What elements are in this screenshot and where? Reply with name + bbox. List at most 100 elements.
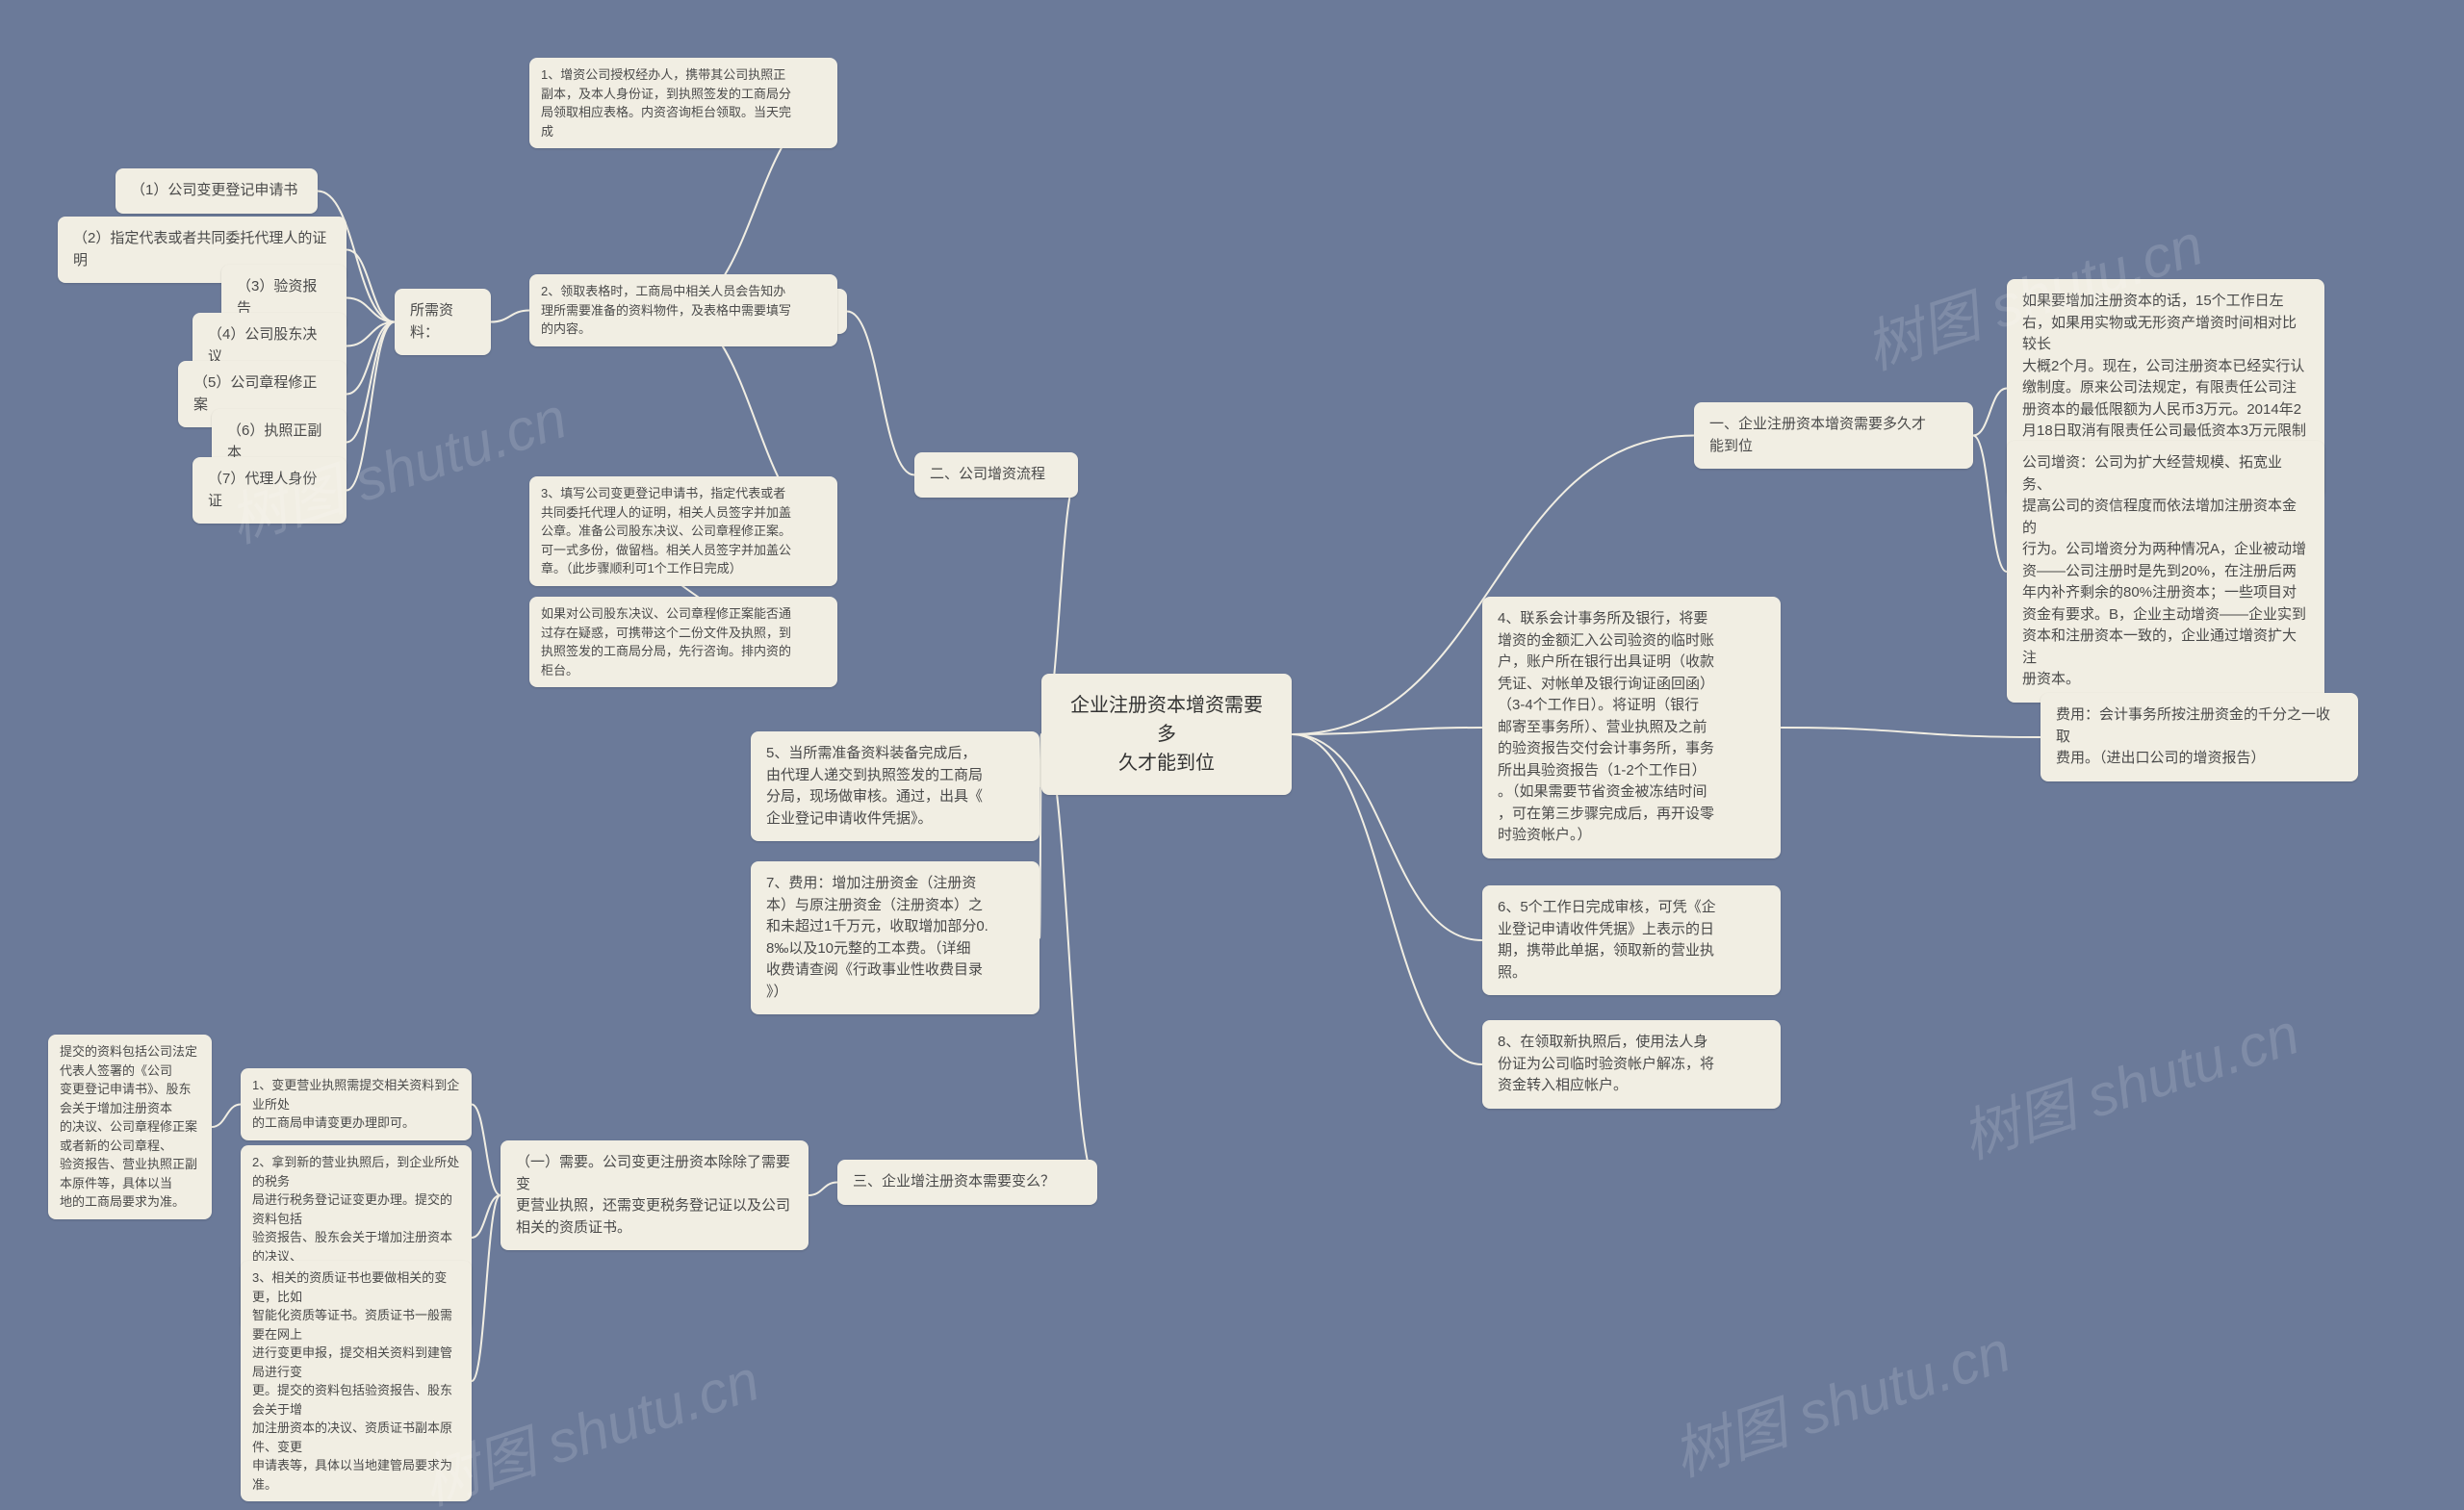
node-text: 户，账户所在银行出具证明（收款 (1498, 653, 1714, 670)
node-r1: 一、企业注册资本增资需要多久才能到位 (1694, 402, 1973, 469)
node-text: 提高公司的资信程度而依法增加注册资本金的 (2022, 498, 2297, 536)
node-text: 过存在疑惑，可携带这个二份文件及执照，到 (541, 626, 791, 640)
node-text: 年内补齐剩余的80%注册资本；一些项目对 (2022, 584, 2297, 601)
edge (472, 1105, 500, 1196)
node-text: 资金转入相应帐户。 (1498, 1077, 1628, 1093)
node-text: 提交的资料包括公司法定代表人签署的《公司 (60, 1044, 197, 1078)
node-text: 所出具验资报告（1-2个工作日） (1498, 762, 1707, 779)
node-text: 照。 (1498, 964, 1527, 981)
node-text: 企业登记申请收件凭据》。 (766, 810, 933, 827)
node-text: 行为。公司增资分为两种情况A，企业被动增 (2022, 541, 2306, 557)
node-text: 理所需要准备的资料物件，及表格中需要填写 (541, 303, 791, 318)
node-text: 8‰以及10元整的工本费。（详细 (766, 940, 971, 957)
node-b3a3: 3、相关的资质证书也要做相关的变更，比如智能化资质等证书。资质证书一般需要在网上… (241, 1261, 472, 1501)
watermark: 树图 shutu.cn (1660, 1305, 2019, 1493)
node-text: 资——公司注册时是先到20%，在注册后两 (2022, 563, 2297, 579)
node-b2a3: 3、填写公司变更登记申请书，指定代表或者共同委托代理人的证明，相关人员签字并加盖… (529, 476, 837, 586)
node-text: （一）需要。公司变更注册资本除除了需要变 (516, 1154, 790, 1192)
node-text: 由代理人递交到执照签发的工商局 (766, 767, 983, 783)
node-text: 执照签发的工商局分局，先行咨询。排内资的 (541, 644, 791, 658)
node-text: 进行变更申报，提交相关资料到建管局进行变 (252, 1345, 452, 1379)
node-text: 智能化资质等证书。资质证书一般需要在网上 (252, 1308, 452, 1342)
node-text: 费用：会计事务所按注册资金的千分之一收取 (2056, 706, 2330, 745)
node-text: 缴制度。原来公司法规定，有限责任公司注 (2022, 379, 2297, 396)
node-text: 加注册资本的决议、资质证书副本原件、变更 (252, 1420, 452, 1454)
node-text: （4）公司股东决议 (208, 326, 317, 365)
node-text: 1、增资公司授权经办人，携带其公司执照正 (541, 67, 785, 82)
node-text: 册资本。 (2022, 671, 2080, 687)
node-text: 的内容。 (541, 321, 591, 336)
edge (1292, 734, 1482, 940)
node-text: 企业注册资本增资需要多 (1070, 695, 1263, 745)
node-text: 的工商局申请变更办理即可。 (252, 1115, 415, 1130)
node-text: 2、领取表格时，工商局中相关人员会告知办 (541, 284, 785, 298)
node-text: 3、相关的资质证书也要做相关的变更，比如 (252, 1270, 447, 1304)
node-text: 份证为公司临时验资帐户解冻，将 (1498, 1056, 1714, 1072)
node-text: 副本，及本人身份证，到执照签发的工商局分 (541, 87, 791, 101)
node-text: 验资报告、营业执照正副本原件等，具体以当 (60, 1157, 197, 1190)
node-text: （3-4个工作日）。将证明（银行 (1498, 697, 1699, 713)
node-text: （3）验资报告 (237, 278, 317, 317)
edge (346, 322, 395, 491)
node-r4a: 费用：会计事务所按注册资金的千分之一收取费用。（进出口公司的增资报告） (2040, 693, 2358, 781)
node-r1b: 公司增资：公司为扩大经营规模、拓宽业务、提高公司的资信程度而依法增加注册资本金的… (2007, 441, 2324, 703)
node-text: 柜台。 (541, 663, 578, 678)
edge (1973, 436, 2007, 573)
node-text: 的验资报告交付会计事务所，事务 (1498, 740, 1714, 756)
node-text: 月18日取消有限责任公司最低资本3万元限制 (2022, 422, 2306, 439)
node-text: 可一式多份，做留档。相关人员签字并加盖公 (541, 543, 791, 557)
node-b3a: （一）需要。公司变更注册资本除除了需要变更营业执照，还需变更税务登记证以及公司相… (500, 1140, 808, 1250)
node-text: 变更登记申请书》、股东会关于增加注册资本 (60, 1082, 192, 1115)
node-text: 公章。准备公司股东决议、公司章程修正案。 (541, 524, 791, 538)
node-text: 验资报告、股东会关于增加注册资本的决议、 (252, 1230, 452, 1264)
node-text: 公司增资：公司为扩大经营规模、拓宽业务、 (2022, 454, 2282, 493)
node-text: 和未超过1千万元，收取增加部分0. (766, 918, 988, 934)
node-b2a1: 1、增资公司授权经办人，携带其公司执照正副本，及本人身份证，到执照签发的工商局分… (529, 58, 837, 148)
node-text: 。（如果需要节省资金被冻结时间 (1498, 783, 1707, 800)
node-m7: （7）代理人身份证 (192, 457, 346, 524)
edge (808, 1183, 837, 1196)
node-b3a1a: 提交的资料包括公司法定代表人签署的《公司变更登记申请书》、股东会关于增加注册资本… (48, 1035, 212, 1219)
node-text: 能到位 (1709, 438, 1753, 454)
node-text: （2）指定代表或者共同委托代理人的证明 (73, 230, 326, 269)
node-text: 凭证、对帐单及银行询证函回函） (1498, 676, 1714, 692)
node-text: （5）公司章程修正案 (193, 374, 317, 413)
node-b2a3a: 如果对公司股东决议、公司章程修正案能否通过存在疑惑，可携带这个二份文件及执照，到… (529, 597, 837, 687)
node-text: 增资的金额汇入公司验资的临时账 (1498, 632, 1714, 649)
node-b3a1: 1、变更营业执照需提交相关资料到企业所处的工商局申请变更办理即可。 (241, 1068, 472, 1140)
watermark: 树图 shutu.cn (1949, 987, 2308, 1175)
node-text: 1、变更营业执照需提交相关资料到企业所处 (252, 1078, 459, 1112)
node-text: 二、公司增资流程 (930, 466, 1045, 482)
node-text: 地的工商局要求为准。 (60, 1194, 185, 1209)
node-text: 时验资帐户。） (1498, 827, 1592, 843)
node-text: （7）代理人身份证 (208, 471, 317, 509)
node-b7: 7、费用：增加注册资金（注册资本）与原注册资金（注册资本）之和未超过1千万元，收… (751, 861, 1040, 1014)
node-text: 所需资料： (410, 302, 453, 341)
node-text: （6）执照正副本 (227, 422, 321, 461)
edge (346, 250, 395, 322)
node-text: 2、拿到新的营业执照后，到企业所处的税务 (252, 1155, 459, 1189)
node-text: 一、企业注册资本增资需要多久才 (1709, 416, 1926, 432)
edge (1292, 728, 1482, 734)
edge (1781, 728, 2040, 737)
node-text: 7、费用：增加注册资金（注册资 (766, 875, 976, 891)
node-text: 资金有要求。B，企业主动增资——企业实到 (2022, 606, 2306, 623)
edge (1041, 734, 1097, 1183)
node-text: 收费请查阅《行政事业性收费目录 (766, 961, 983, 978)
node-text: （1）公司变更登记申请书 (131, 182, 297, 198)
node-text: 册资本的最低限额为人民币3万元。2014年2 (2022, 401, 2301, 418)
edge (847, 312, 914, 475)
node-text: 章。（此步骤顺利可1个工作日完成） (541, 561, 742, 576)
node-text: 申请表等，具体以当地建管局要求为准。 (252, 1458, 452, 1492)
node-text: 3、填写公司变更登记申请书，指定代表或者 (541, 486, 785, 500)
edge (346, 298, 395, 322)
node-text: 更营业执照，还需变更税务登记证以及公司 (516, 1197, 790, 1214)
node-text: 共同委托代理人的证明，相关人员签字并加盖 (541, 505, 791, 520)
node-text: 业登记申请收件凭据》上表示的日 (1498, 921, 1714, 937)
node-text: ，可在第三步骤完成后，再开设零 (1498, 806, 1714, 822)
node-text: 资本和注册资本一致的，企业通过增资扩大注 (2022, 627, 2297, 666)
node-text: 期，携带此单据，领取新的营业执 (1498, 942, 1714, 959)
node-text: 分局，现场做审核。通过，出具《 (766, 788, 983, 805)
node-text: 久才能到位 (1118, 753, 1215, 774)
edge (1292, 734, 1482, 1064)
